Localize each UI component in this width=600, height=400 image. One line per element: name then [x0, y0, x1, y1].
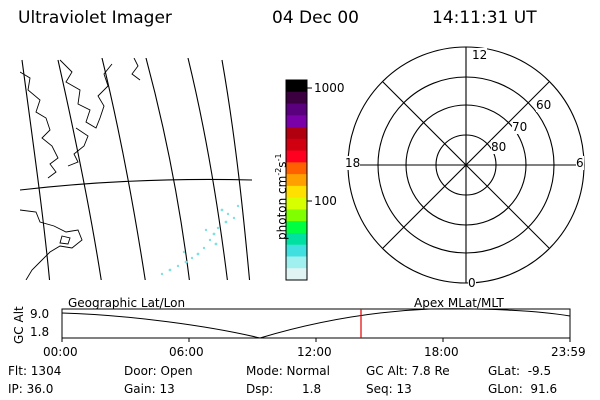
timeline-x-tick-1800: 18:00	[424, 345, 459, 359]
meridian-line	[221, 59, 251, 280]
colorbar-band	[286, 268, 307, 281]
colorbar-band	[286, 138, 307, 152]
emission-dots	[160, 204, 240, 276]
polar-hour-12: 12	[472, 48, 488, 62]
colorbar-band	[286, 244, 307, 257]
status-seq: Seq: 13	[366, 382, 412, 396]
status-glat: GLat: -9.5	[488, 364, 552, 378]
meridian-line	[57, 59, 102, 280]
time-label: 14:11:31 UT	[432, 8, 537, 28]
polar-lat-70: 70	[512, 120, 528, 134]
status-gain: Gain: 13	[124, 382, 175, 396]
coastline	[20, 209, 83, 280]
polar-lat-60: 60	[536, 98, 552, 112]
colorbar-band	[286, 209, 307, 222]
coastline	[67, 127, 89, 167]
coastline	[59, 59, 113, 129]
colorbar-band	[286, 115, 307, 128]
colorbar-tick-100: 100	[314, 194, 337, 208]
colorbar-band	[286, 91, 307, 105]
coastline	[20, 71, 59, 179]
meridian-line	[187, 58, 228, 280]
timeline-x-tick-0600: 06:00	[169, 345, 204, 359]
status-dsp-label: Dsp:	[246, 382, 274, 396]
altitude-curve	[61, 308, 571, 339]
colorbar-band	[286, 162, 307, 175]
meridian-line	[101, 58, 146, 280]
colorbar-band	[286, 256, 307, 269]
status-mode: Mode: Normal	[246, 364, 330, 378]
colorbar-band	[286, 232, 307, 246]
colorbar-band	[286, 221, 307, 234]
timeline-x-tick-2359: 23:59	[551, 345, 586, 359]
colorbar-band	[286, 103, 307, 116]
colorbar-band	[286, 80, 307, 93]
timeline-x-tick-1200: 12:00	[297, 345, 332, 359]
colorbar-tick-1000: 1000	[314, 81, 345, 95]
polar-lat-80: 80	[491, 140, 507, 154]
status-door: Door: Open	[124, 364, 193, 378]
meridian-line	[21, 59, 51, 280]
parallel-line	[20, 178, 252, 191]
timeline-right-label: Apex MLat/MLT	[414, 296, 504, 310]
date-label: 04 Dec 00	[272, 8, 359, 28]
colorbar-band	[286, 127, 307, 140]
colorbar-band	[286, 174, 307, 187]
status-gc-alt: GC Alt: 7.8 Re	[366, 364, 450, 378]
coastline	[59, 235, 71, 245]
colorbar-band	[286, 185, 307, 199]
polar-hour-6: 6	[576, 156, 584, 170]
polar-hour-0: 0	[468, 276, 476, 290]
colorbar-band	[286, 197, 307, 210]
colorbar-band	[286, 150, 307, 163]
timeline-x-tick-0000: 00:00	[43, 345, 78, 359]
status-dsp-value: 1.8	[302, 382, 322, 396]
status-glon: GLon: 91.6	[488, 382, 558, 396]
coastline	[131, 58, 141, 81]
timeline-y-tick-9: 9.0	[30, 307, 50, 321]
status-ip: IP: 36.0	[8, 382, 54, 396]
status-flt: Flt: 1304	[8, 364, 62, 378]
instrument-title: Ultraviolet Imager	[18, 8, 172, 28]
timeline-y-tick-1: 1.8	[30, 325, 50, 339]
meridian-line	[145, 58, 190, 280]
timeline-left-label: Geographic Lat/Lon	[68, 296, 186, 310]
polar-hour-18: 18	[345, 156, 361, 170]
